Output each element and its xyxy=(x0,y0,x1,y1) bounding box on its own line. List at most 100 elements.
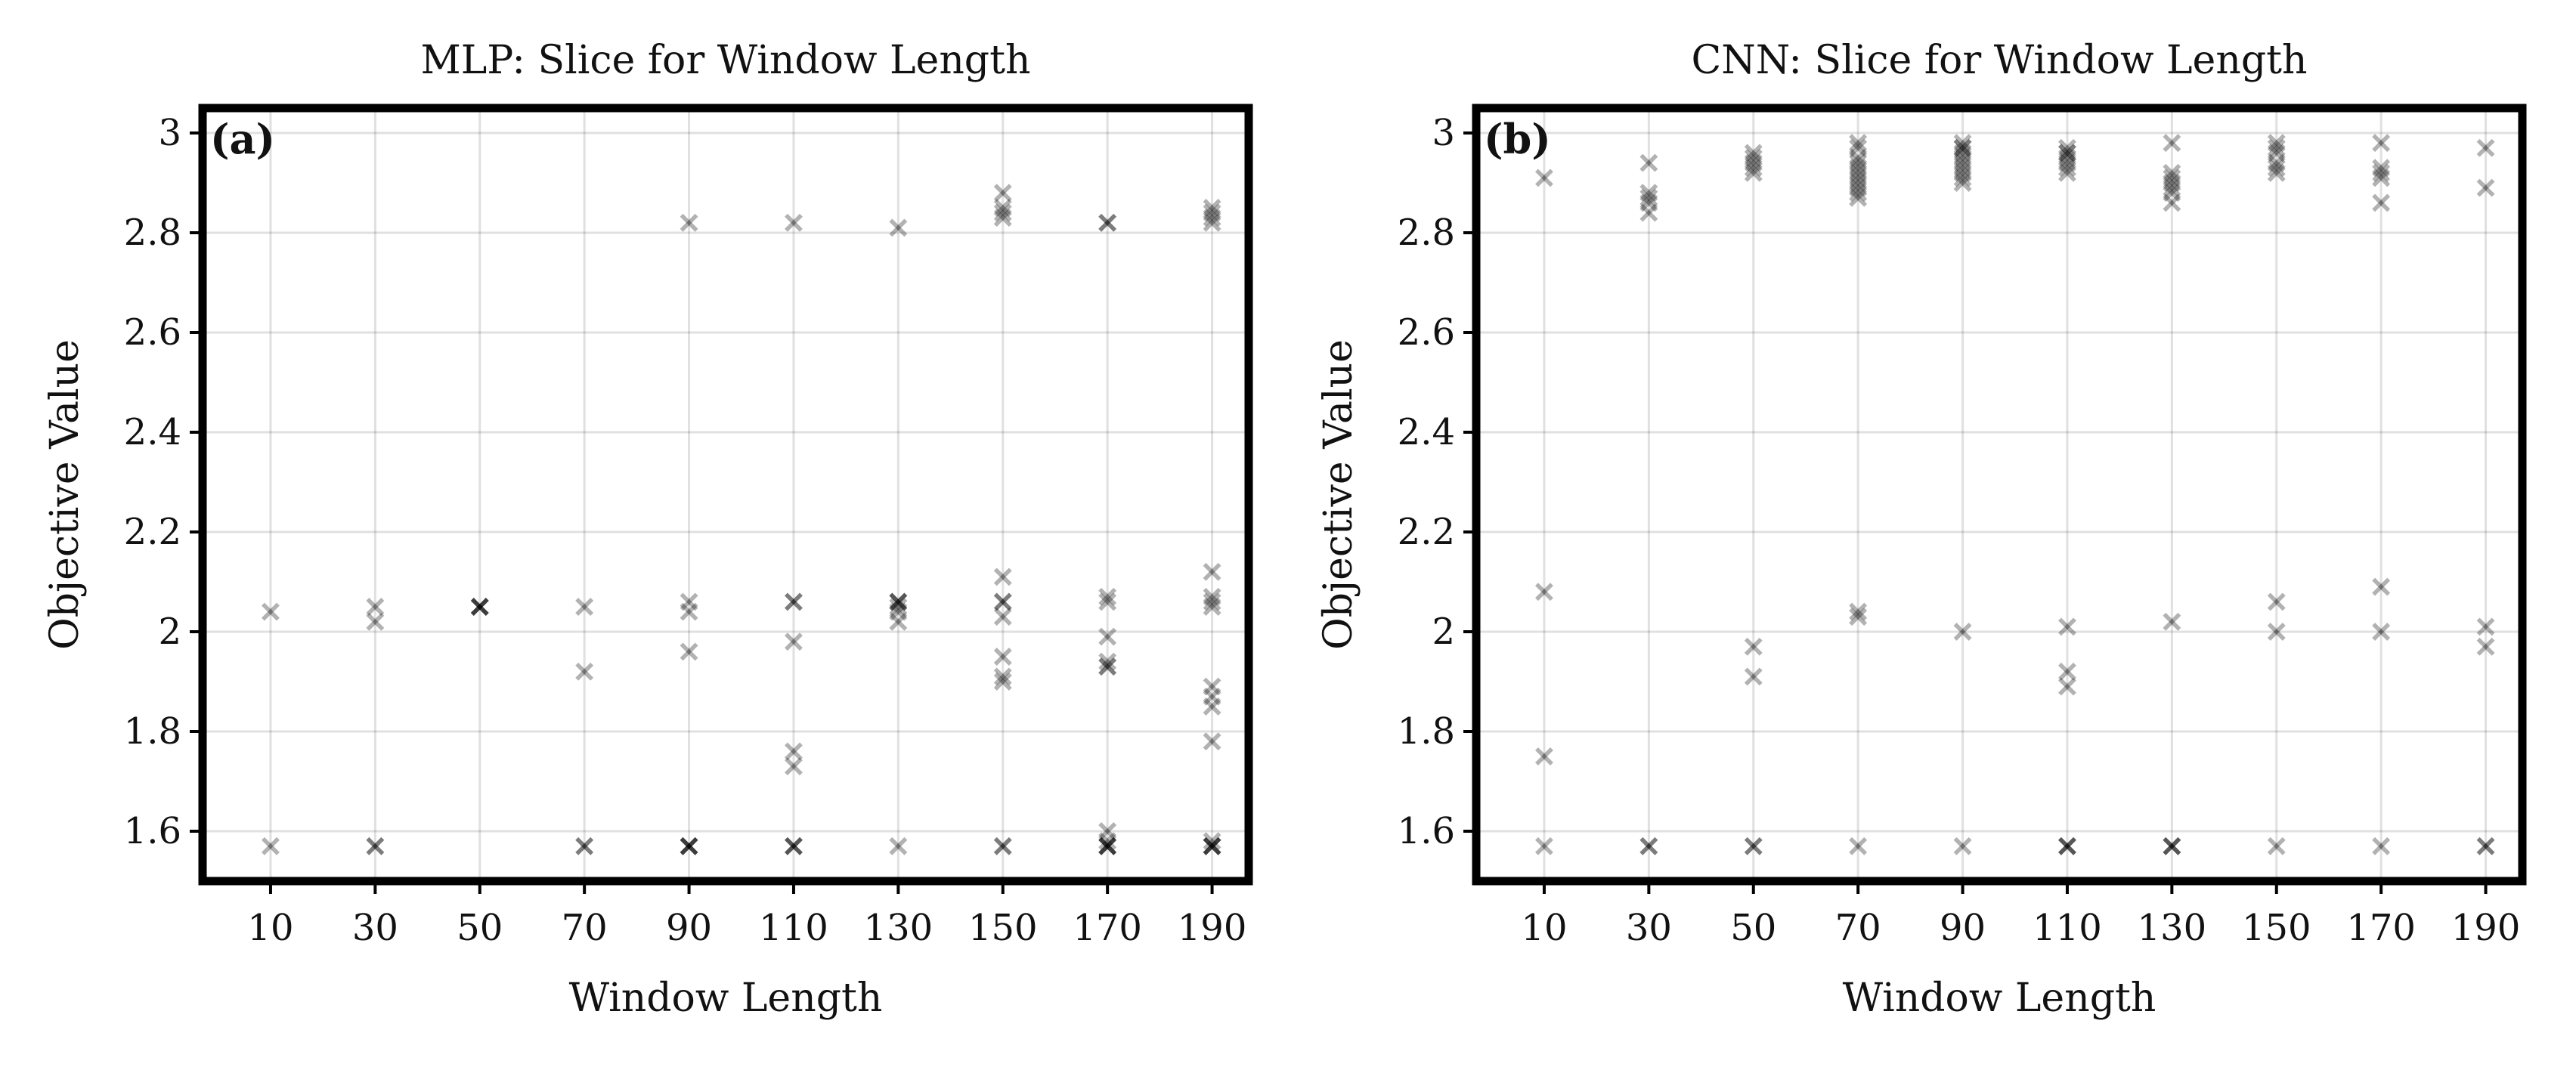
data-point xyxy=(1639,203,1658,222)
x-tick-label: 70 xyxy=(562,907,608,949)
data-point xyxy=(1744,153,1763,172)
y-tick-label: 2.4 xyxy=(124,411,181,453)
data-point xyxy=(2058,138,2076,157)
data-point xyxy=(1098,652,1117,671)
y-tick-label: 1.6 xyxy=(1398,810,1455,852)
data-point xyxy=(2372,134,2391,153)
data-point xyxy=(1098,657,1117,676)
data-point xyxy=(889,218,908,237)
data-point xyxy=(1744,637,1763,656)
data-point xyxy=(2267,163,2286,182)
data-point xyxy=(1203,587,1221,606)
chart-title: CNN: Slice for Window Length xyxy=(1692,38,2308,83)
data-point xyxy=(2372,577,2391,596)
data-point xyxy=(1744,163,1763,182)
data-point xyxy=(2267,159,2286,178)
data-point xyxy=(2476,178,2495,197)
data-point xyxy=(1953,623,1972,641)
data-point xyxy=(1098,657,1117,676)
data-point xyxy=(1953,174,1972,192)
data-point xyxy=(2267,623,2286,641)
x-tick-label: 110 xyxy=(759,907,828,949)
data-point xyxy=(1535,169,1553,187)
data-point xyxy=(366,612,385,631)
data-point xyxy=(2163,837,2181,855)
data-point xyxy=(1203,837,1221,855)
data-point xyxy=(1744,667,1763,686)
data-point xyxy=(2267,837,2286,855)
data-point xyxy=(680,213,698,232)
data-point xyxy=(1203,677,1221,696)
y-tick-label: 2.6 xyxy=(1398,311,1455,354)
data-point xyxy=(1953,163,1972,182)
data-point xyxy=(785,213,803,232)
data-point xyxy=(2267,153,2286,172)
data-point xyxy=(1203,209,1221,227)
data-point xyxy=(2163,134,2181,153)
data-point xyxy=(1953,134,1972,153)
data-point xyxy=(575,598,594,616)
x-tick-label: 50 xyxy=(1730,907,1776,949)
panel-label: (b) xyxy=(1484,115,1551,163)
data-point xyxy=(889,612,908,631)
grid xyxy=(1476,108,2522,881)
data-point xyxy=(1203,837,1221,855)
data-point xyxy=(1098,213,1117,232)
x-tick-label: 130 xyxy=(2138,907,2207,949)
panel-b: 10 30 50 70 90 110 130 150 170 190 1.6 1.8 2 2.2 2.4 2.… xyxy=(1316,38,2527,1021)
x-tick-label: 10 xyxy=(1521,907,1567,949)
data-point xyxy=(785,592,803,611)
data-point xyxy=(1098,832,1117,851)
data-point xyxy=(2163,178,2181,197)
y-tick-label: 2.2 xyxy=(1398,511,1455,553)
data-point xyxy=(993,592,1012,611)
data-point xyxy=(889,592,908,611)
x-tick-label: 50 xyxy=(457,907,503,949)
x-tick-label: 70 xyxy=(1835,907,1881,949)
data-point xyxy=(2163,612,2181,631)
data-point xyxy=(2058,153,2076,172)
data-point xyxy=(680,837,698,855)
data-point xyxy=(470,598,489,616)
data-point xyxy=(1639,188,1658,207)
data-point xyxy=(1744,159,1763,178)
x-tick-label: 190 xyxy=(1178,907,1247,949)
data-point xyxy=(2163,163,2181,182)
x-tick-label: 90 xyxy=(1940,907,1986,949)
data-point xyxy=(1849,134,1868,153)
y-tick-label: 2.2 xyxy=(124,511,181,553)
data-point xyxy=(1953,159,1972,178)
data-point xyxy=(2058,144,2076,162)
data-point xyxy=(2372,163,2391,182)
data-point xyxy=(680,592,698,611)
data-point xyxy=(1098,837,1117,855)
x-axis-label: Window Length xyxy=(1843,976,2156,1021)
data-point xyxy=(575,662,594,681)
y-tick-label: 2.4 xyxy=(1398,411,1455,453)
data-point xyxy=(470,598,489,616)
data-point xyxy=(993,673,1012,691)
data-point xyxy=(366,598,385,616)
data-point xyxy=(1098,837,1117,855)
data-point xyxy=(1098,592,1117,611)
data-point xyxy=(889,602,908,621)
data-point xyxy=(1849,149,1868,167)
y-tick-label: 3 xyxy=(158,112,181,154)
y-tick-label: 2 xyxy=(1432,611,1455,653)
x-tick-label: 30 xyxy=(352,907,398,949)
data-point xyxy=(2058,837,2076,855)
scatter-points xyxy=(1535,134,2495,855)
data-point xyxy=(785,837,803,855)
data-point xyxy=(2476,837,2495,855)
data-point xyxy=(2267,592,2286,611)
data-point xyxy=(2372,193,2391,212)
y-tick-label: 1.6 xyxy=(124,810,181,852)
data-point xyxy=(1849,153,1868,172)
y-tick-label: 2.8 xyxy=(124,212,181,254)
data-point xyxy=(1849,169,1868,187)
data-point xyxy=(2058,149,2076,167)
data-point xyxy=(1203,732,1221,751)
data-point xyxy=(993,203,1012,222)
data-point xyxy=(2163,169,2181,187)
data-point xyxy=(1744,149,1763,167)
